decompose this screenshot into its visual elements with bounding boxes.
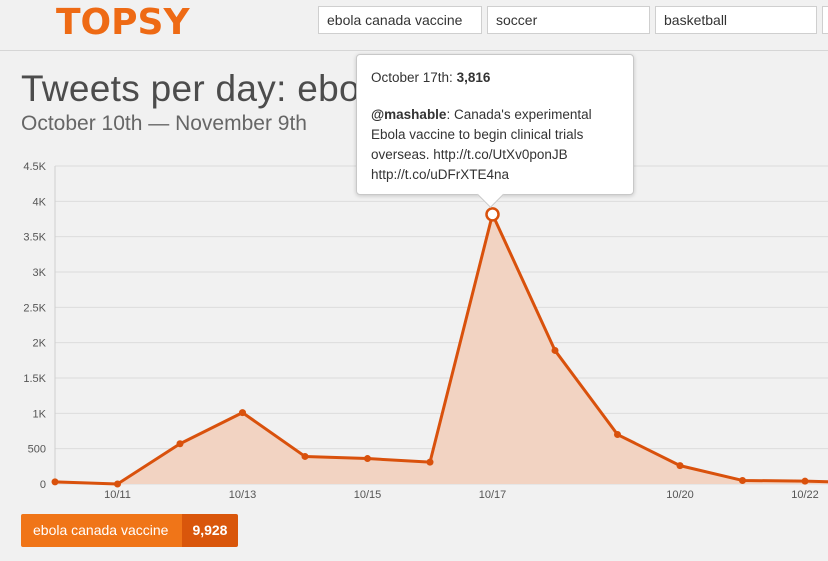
- y-tick-label: 2K: [33, 338, 47, 350]
- data-point: [614, 431, 621, 439]
- x-tick-label: 10/11: [104, 489, 131, 501]
- tweets-per-day-chart: 0 500 1K 1.5K 2K 2.5K 3K 3.5K 4K 4.5K 10/11 10/13 10…: [23, 161, 828, 501]
- y-tick-label: 1K: [33, 408, 47, 420]
- data-point: [739, 476, 746, 484]
- data-point: [801, 477, 809, 485]
- y-tick-label: 1.5K: [23, 373, 46, 385]
- x-tick-label: 10/15: [354, 489, 382, 501]
- data-point: [176, 440, 184, 448]
- legend-count: 9,928: [182, 514, 239, 547]
- top-bar: TOPSY: [0, 0, 828, 51]
- tooltip-count: 3,816: [456, 70, 491, 85]
- data-point: [114, 480, 121, 488]
- topsy-logo[interactable]: TOPSY: [56, 2, 190, 43]
- page-title: Tweets per day: ebola: [21, 68, 390, 109]
- series-line: [54, 212, 828, 486]
- y-tick-label: 4K: [33, 196, 47, 208]
- tooltip-tweet: @mashable: Canada's experimental Ebola v…: [371, 105, 619, 185]
- y-tick-label: 3K: [33, 267, 47, 279]
- x-tick-label: 10/17: [479, 489, 507, 501]
- date-range: October 10th — November 9th: [21, 112, 307, 135]
- search-input-2[interactable]: [487, 6, 650, 34]
- y-tick-label: 0: [40, 479, 46, 491]
- series-area: [55, 214, 828, 484]
- data-point: [551, 346, 559, 354]
- tooltip-header: October 17th: 3,816: [371, 68, 619, 88]
- data-point: [364, 455, 371, 463]
- data-point: [676, 462, 684, 470]
- tooltip-user[interactable]: @mashable: [371, 107, 447, 122]
- data-point: [426, 458, 434, 466]
- tooltip-text: : Canada's experimental Ebola vaccine to…: [371, 107, 592, 182]
- search-input-1[interactable]: [318, 6, 482, 34]
- y-tick-label: 4.5K: [23, 161, 46, 173]
- search-input-3[interactable]: [655, 6, 817, 34]
- legend-label: ebola canada vaccine: [21, 514, 183, 547]
- tooltip-date: October 17th:: [371, 70, 453, 85]
- y-tick-label: 2.5K: [23, 302, 46, 314]
- x-tick-label: 10/22: [791, 489, 819, 501]
- data-point: [301, 452, 309, 460]
- y-tick-label: 500: [28, 444, 46, 456]
- x-tick-label: 10/20: [666, 489, 694, 501]
- data-point: [239, 409, 246, 417]
- x-tick-label: 10/13: [229, 489, 257, 501]
- highlighted-point: [485, 207, 500, 222]
- search-input-4[interactable]: [822, 6, 828, 34]
- tooltip: October 17th: 3,816 @mashable: Canada's …: [356, 54, 634, 208]
- y-tick-label: 3.5K: [23, 232, 46, 244]
- data-point: [51, 478, 59, 486]
- series-legend-pill[interactable]: ebola canada vaccine 9,928: [21, 514, 239, 547]
